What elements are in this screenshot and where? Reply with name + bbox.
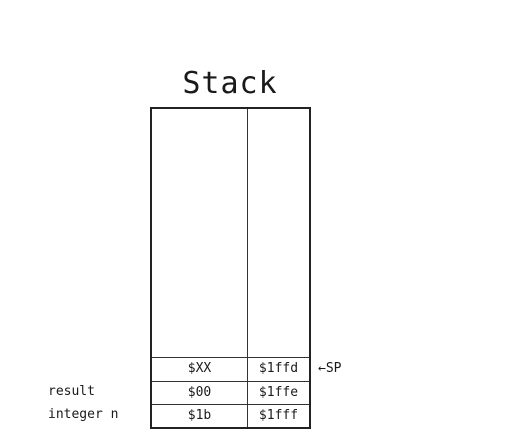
stack-rows: $XX $1ffd $00 $1ffe $1b $1fff — [152, 357, 309, 427]
stack-row-1ffe: $00 $1ffe — [152, 381, 309, 404]
stack-row-1ffd: $XX $1ffd — [152, 358, 309, 380]
stack-pointer: ←SP — [318, 358, 341, 380]
stack-pointer-label: SP — [325, 361, 342, 376]
left-arrow-icon: ← — [318, 361, 326, 376]
stack-address: $1fff — [258, 408, 299, 423]
stack-title: Stack — [182, 66, 278, 101]
stack-value: $00 — [187, 385, 212, 400]
stack-value: $1b — [187, 408, 212, 423]
column-divider — [247, 109, 248, 427]
stack-value: $XX — [187, 361, 212, 376]
stack-address: $1ffd — [258, 361, 299, 376]
stack-address: $1ffe — [258, 385, 299, 400]
label-integer-n: integer n — [48, 407, 119, 422]
stack-diagram: $XX $1ffd $00 $1ffe $1b $1fff — [150, 107, 311, 429]
stack-row-1fff: $1b $1fff — [152, 404, 309, 427]
label-result: result — [48, 384, 95, 399]
